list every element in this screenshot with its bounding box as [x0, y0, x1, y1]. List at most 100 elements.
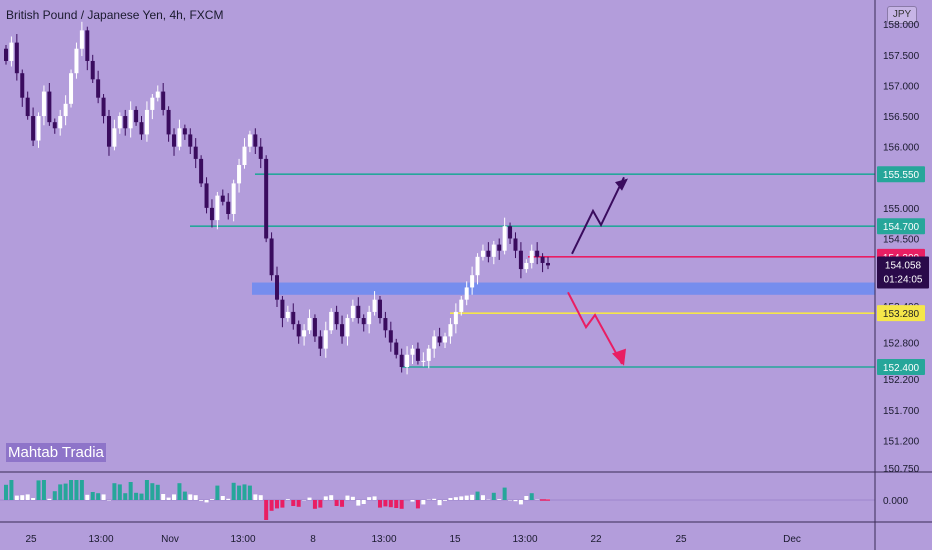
candle-body [448, 324, 453, 337]
candle-body [96, 79, 101, 98]
histogram-bar [96, 493, 101, 500]
histogram-bar [226, 498, 231, 500]
time-tick-label: 13:00 [230, 534, 255, 545]
time-tick-label: 25 [675, 534, 687, 545]
candle-body [237, 165, 242, 184]
histogram-bar [383, 500, 388, 507]
histogram-bar [280, 500, 285, 508]
candle-body [139, 122, 144, 135]
last-price-tag [877, 256, 929, 289]
level-price-tag [877, 305, 925, 322]
histogram-bar [399, 500, 404, 509]
candle-body [302, 330, 307, 337]
bullish-arrowhead [615, 178, 628, 191]
candle-body [470, 275, 475, 288]
histogram-bar [361, 500, 366, 504]
candle-body [74, 48, 79, 74]
histogram-bar [79, 480, 84, 500]
histogram-bar [150, 483, 155, 500]
histogram-bar [247, 485, 252, 500]
price-tick-label: 158.000 [883, 20, 920, 31]
price-tick-label: 150.750 [883, 464, 920, 475]
candle-body [443, 336, 448, 343]
histogram-bar [161, 494, 166, 500]
candle-body [52, 122, 57, 129]
candle-body [497, 244, 502, 251]
histogram-bar [155, 484, 160, 500]
histogram-bar [209, 499, 214, 500]
histogram-bar [182, 491, 187, 500]
candle-body [394, 342, 399, 355]
histogram-bar [47, 498, 52, 500]
candle-body [345, 318, 350, 337]
candle-body [161, 91, 166, 110]
candle-body [296, 324, 301, 337]
histogram-bar [524, 496, 529, 500]
candle-body [209, 207, 214, 221]
candle-body [231, 183, 236, 214]
histogram-bar [432, 498, 437, 500]
histogram-bar [285, 499, 290, 500]
candle-body [334, 311, 339, 325]
candle-body [188, 134, 193, 147]
price-tick-label: 156.000 [883, 143, 920, 154]
histogram-bar [459, 496, 464, 500]
candle-body [47, 91, 52, 123]
histogram-bar [112, 483, 117, 500]
histogram-bar [453, 497, 458, 500]
histogram-bar [63, 483, 68, 500]
candle-body [453, 311, 458, 325]
price-tick-label: 151.700 [883, 406, 920, 417]
time-tick-label: 13:00 [512, 534, 537, 545]
candle-body [112, 128, 117, 147]
candle-body [177, 128, 182, 147]
histogram-bar [101, 494, 106, 500]
histogram-bar [134, 492, 139, 500]
candle-body [106, 116, 111, 147]
candle-body [41, 91, 46, 117]
histogram-bar [74, 480, 79, 500]
level-price-label: 154.700 [883, 222, 920, 233]
histogram-bar [128, 482, 133, 500]
histogram-bar [329, 495, 334, 500]
histogram-bar [296, 500, 301, 507]
watermark: Mahtab Tradia [6, 443, 106, 462]
histogram-bar [117, 484, 122, 500]
price-tick-label: 155.000 [883, 204, 920, 215]
price-tick-label: 151.200 [883, 436, 920, 447]
price-tick-label: 157.000 [883, 81, 920, 92]
histogram-bar [480, 495, 485, 500]
candle-body [437, 336, 442, 343]
histogram-bar [231, 482, 236, 500]
candle-body [350, 305, 355, 319]
histogram-bar [204, 500, 209, 503]
candle-body [58, 116, 63, 129]
time-tick-label: 25 [25, 534, 37, 545]
candle-body [69, 73, 74, 104]
histogram-bar [237, 485, 242, 500]
histogram-bar [199, 500, 204, 501]
candle-body [215, 195, 220, 221]
candle-body [269, 238, 274, 276]
candle-body [90, 60, 95, 80]
level-price-tag [877, 218, 925, 235]
candle-body [144, 109, 149, 135]
candle-body [518, 250, 523, 270]
level-price-tag [877, 166, 925, 183]
candle-body [464, 287, 469, 300]
candle-body [399, 354, 404, 368]
candle-body [166, 109, 171, 135]
histogram-bar [14, 495, 19, 500]
last-price-value: 154.058 [885, 261, 922, 272]
candle-body [101, 97, 106, 117]
histogram-bar [41, 480, 46, 500]
candle-body [361, 318, 366, 325]
candle-body [226, 201, 231, 214]
candle-body [312, 318, 317, 337]
candle-body [383, 318, 388, 331]
bearish-arrow [567, 291, 623, 365]
candle-body [4, 48, 8, 61]
histogram-bar [139, 493, 144, 500]
currency-button[interactable]: JPY [887, 6, 917, 24]
